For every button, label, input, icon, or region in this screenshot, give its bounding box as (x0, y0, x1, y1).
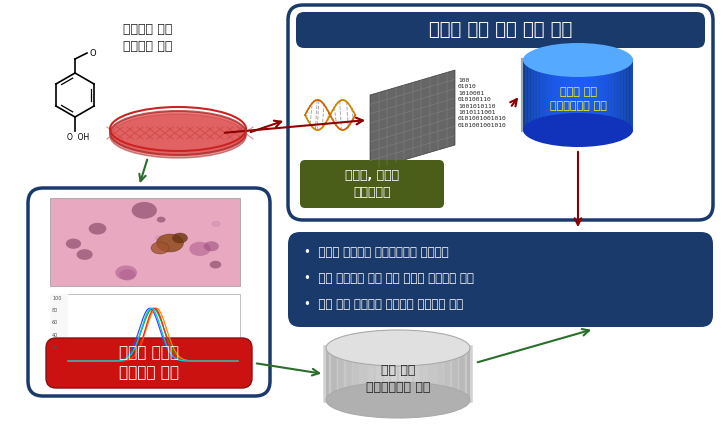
Ellipse shape (326, 330, 470, 366)
Text: 일반 독성
데이터베이스 구축: 일반 독성 데이터베이스 구축 (366, 364, 430, 394)
Ellipse shape (189, 242, 210, 256)
Bar (50, 294, 68, 366)
Bar (50, 198, 240, 286)
Ellipse shape (210, 261, 221, 269)
Text: •  통합적 분석기반 데이터베이스 최종구축: • 통합적 분석기반 데이터베이스 최종구축 (304, 245, 449, 259)
Ellipse shape (156, 234, 184, 252)
Text: 오믹스 기반
데이터베이스 구축: 오믹스 기반 데이터베이스 구축 (549, 87, 607, 111)
Text: 줄기세포 유래
분화세포 활용: 줄기세포 유래 분화세포 활용 (124, 23, 173, 53)
Bar (50, 294, 240, 366)
Text: O  OH: O OH (67, 133, 89, 142)
Ellipse shape (204, 241, 219, 251)
Polygon shape (370, 70, 455, 170)
FancyBboxPatch shape (28, 188, 270, 396)
Bar (326, 348, 470, 400)
Ellipse shape (110, 114, 246, 158)
Text: O: O (89, 48, 95, 58)
Text: 100
01010
1010001
010100110
1001010110
1010111001
0101001001010
0101001001010: 100 01010 1010001 010100110 1001010110 1… (458, 78, 507, 128)
Ellipse shape (115, 266, 137, 280)
Ellipse shape (157, 217, 166, 222)
Ellipse shape (326, 382, 470, 418)
Ellipse shape (523, 113, 633, 147)
FancyBboxPatch shape (288, 232, 713, 327)
Ellipse shape (110, 111, 246, 155)
Ellipse shape (523, 43, 633, 77)
Ellipse shape (132, 202, 157, 219)
Ellipse shape (155, 235, 164, 242)
Ellipse shape (173, 233, 187, 243)
FancyBboxPatch shape (300, 160, 444, 208)
Text: 유전체, 대사체
프로파일링: 유전체, 대사체 프로파일링 (345, 169, 399, 199)
Ellipse shape (211, 221, 221, 227)
Text: •  예측 동정 분자지표 발굴기반 네트워크 확립: • 예측 동정 분자지표 발굴기반 네트워크 확립 (304, 297, 463, 310)
Ellipse shape (66, 238, 81, 249)
Bar (523, 60, 633, 130)
Ellipse shape (89, 223, 106, 235)
Text: 전통적 개념의
독성학적 분석: 전통적 개념의 독성학적 분석 (119, 346, 179, 380)
Ellipse shape (77, 249, 93, 260)
Text: 100
80
60
40
20: 100 80 60 40 20 (52, 296, 61, 350)
Text: •  인간 줄기세포 기반 세포 독성의 시스템적 분석: • 인간 줄기세포 기반 세포 독성의 시스템적 분석 (304, 272, 474, 285)
Ellipse shape (119, 269, 136, 280)
FancyBboxPatch shape (296, 12, 705, 48)
Text: 오믹스 기술 기반 독성 분석: 오믹스 기술 기반 독성 분석 (429, 21, 572, 39)
Ellipse shape (151, 242, 169, 254)
FancyBboxPatch shape (288, 5, 713, 220)
FancyBboxPatch shape (46, 338, 252, 388)
